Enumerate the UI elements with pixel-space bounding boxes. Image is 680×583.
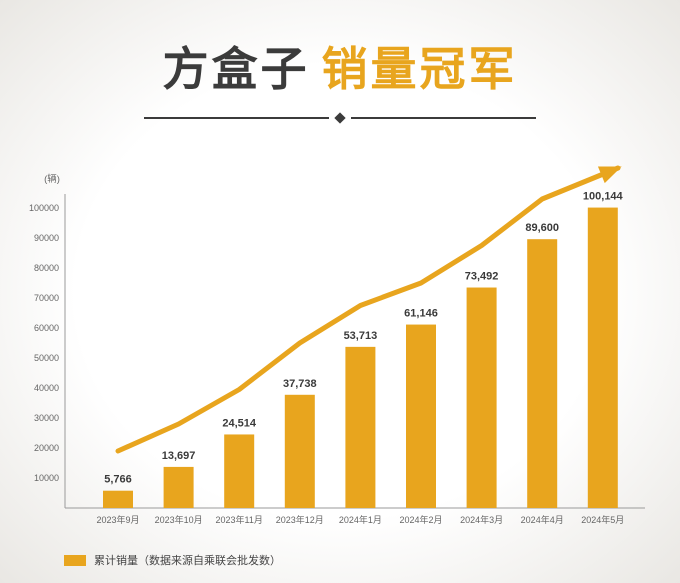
- x-axis-label: 2023年12月: [276, 514, 324, 525]
- x-axis-label: 2024年4月: [521, 514, 564, 525]
- bar-value-label: 61,146: [404, 308, 438, 320]
- bar-value-label: 13,697: [162, 450, 196, 462]
- bar-value-label: 89,600: [525, 222, 559, 234]
- svg-text:90000: 90000: [34, 233, 59, 243]
- sales-chart: (辆) 10000 20000 30000 40000 50000 60000 70000 80…: [29, 165, 645, 525]
- svg-text:(辆): (辆): [44, 173, 60, 185]
- bar: [163, 466, 194, 508]
- divider-line-right: [351, 117, 536, 119]
- title-main: 方盒子: [162, 43, 310, 95]
- bar: [587, 207, 618, 508]
- svg-text:100000: 100000: [29, 203, 59, 213]
- legend-swatch: [64, 554, 86, 566]
- title-highlight: 销量冠军: [321, 43, 518, 95]
- divider-line-left: [144, 117, 329, 119]
- bar-value-label: 37,738: [283, 378, 317, 390]
- bar-value-label: 100,144: [583, 191, 624, 203]
- bar: [406, 324, 436, 508]
- x-axis-label: 2023年9月: [96, 514, 139, 525]
- svg-text:30000: 30000: [34, 413, 59, 423]
- bar: [284, 394, 315, 508]
- divider-diamond-icon: [334, 112, 346, 124]
- x-axis-label: 2024年5月: [581, 514, 624, 525]
- svg-text:10000: 10000: [34, 473, 59, 483]
- bar-value-label: 73,492: [465, 271, 499, 283]
- bar-value-label: 5,766: [104, 474, 132, 486]
- legend-label: 累计销量（数据来源自乘联会批发数）: [94, 555, 281, 567]
- x-axis-label: 2024年1月: [339, 514, 382, 525]
- x-axis-label: 2023年11月: [216, 514, 263, 525]
- chart-legend: 累计销量（数据来源自乘联会批发数）: [64, 552, 680, 568]
- svg-text:80000: 80000: [34, 263, 59, 273]
- svg-text:40000: 40000: [34, 383, 59, 393]
- svg-text:20000: 20000: [34, 443, 59, 453]
- svg-text:70000: 70000: [34, 293, 59, 303]
- bar-value-label: 24,514: [222, 417, 257, 429]
- bar-value-label: 53,713: [344, 330, 378, 342]
- svg-text:60000: 60000: [34, 323, 59, 333]
- x-axis-label: 2023年10月: [155, 514, 203, 525]
- bar: [345, 346, 376, 508]
- bar: [224, 434, 255, 508]
- svg-text:50000: 50000: [34, 353, 59, 363]
- bar: [527, 239, 558, 508]
- x-axis-label: 2024年2月: [399, 514, 442, 525]
- page-title: 方盒子 销量冠军: [0, 46, 680, 92]
- chart-header: 方盒子 销量冠军: [0, 0, 680, 150]
- bar: [466, 287, 497, 508]
- title-divider: [144, 112, 536, 124]
- trend-line: [115, 165, 622, 454]
- bar: [103, 490, 133, 508]
- x-axis-label: 2024年3月: [460, 514, 503, 525]
